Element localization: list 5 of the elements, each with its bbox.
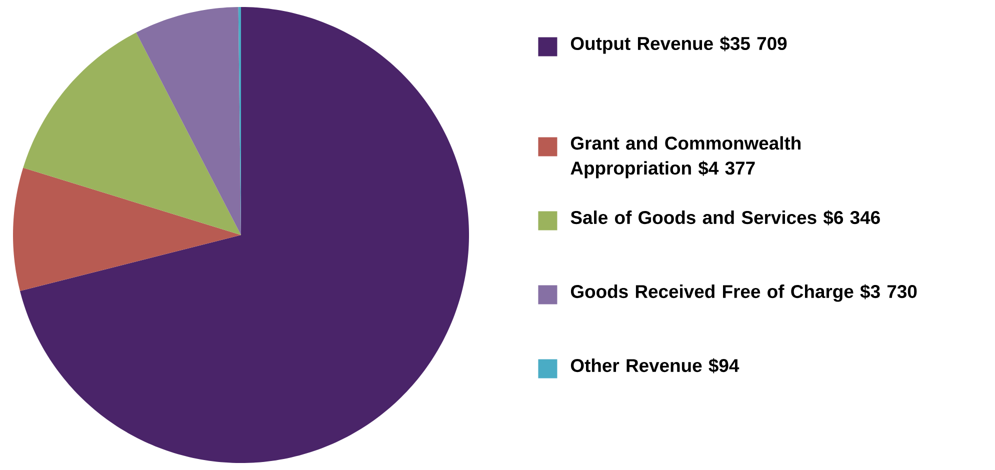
legend-label: Grant and Commonwealth Appropriation $4 377 — [570, 136, 800, 178]
legend-label: Sale of Goods and Services $6 346 — [570, 210, 880, 226]
legend-label: Other Revenue $94 — [570, 358, 740, 374]
legend-label: Goods Received Free of Charge $3 730 — [570, 284, 917, 302]
legend-label: Output Revenue $35 709 — [570, 36, 787, 54]
